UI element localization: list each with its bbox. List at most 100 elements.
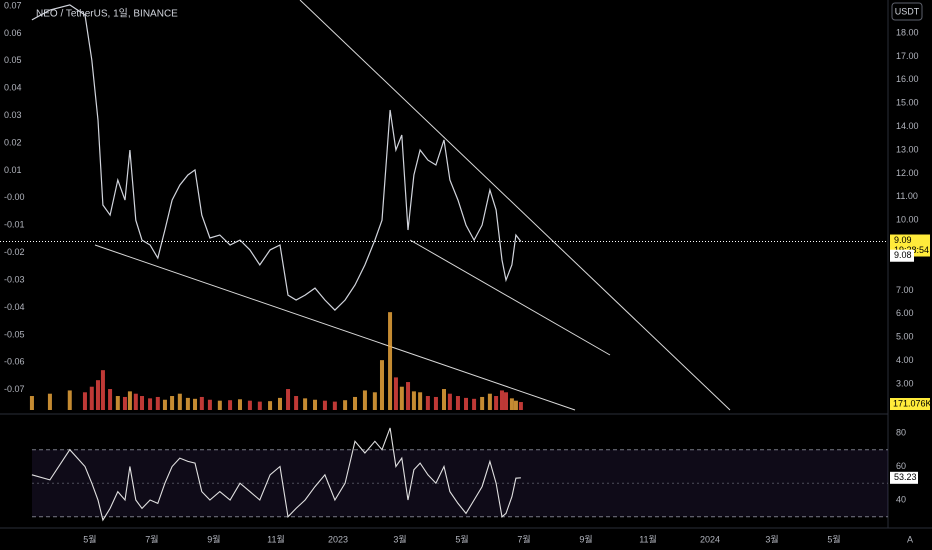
x-tick-label: 5월 [827,533,840,544]
volume-bar [294,396,299,410]
y2-tick-label: -0.02 [4,247,25,257]
y-tick-label: 18.00 [896,27,919,37]
volume-bar [343,400,348,410]
trendline [409,239,611,356]
volume-bar [237,399,242,410]
volume-bar [140,396,145,410]
volume-bar [464,397,469,410]
volume-bar [115,396,120,410]
volume-bar [433,396,438,410]
y2-tick-label: 0.07 [4,0,22,10]
volume-bar [193,398,198,410]
auto-scale[interactable]: A [907,534,913,544]
volume-bar [455,396,460,410]
price-marker-label: 9.08 [894,250,912,260]
volume-bar [313,399,318,410]
volume-bar [303,398,308,410]
y2-tick-label: -0.01 [4,220,25,230]
volume-bar [487,393,492,410]
x-tick-label: 9월 [579,533,592,544]
y2-tick-label: -0.00 [4,192,25,202]
volume-bar [362,390,367,410]
currency[interactable]: USDT [895,6,920,16]
volume-bar [411,391,416,410]
x-tick-label: 7월 [145,533,158,544]
y-tick-label: 13.00 [896,144,919,154]
volume-bar [286,389,291,410]
y-tick-label: 12.00 [896,168,919,178]
y2-tick-label: -0.06 [4,357,25,367]
volume-bar [108,389,113,410]
volume-bar [95,380,100,410]
chart-title: NEO / TetherUS, 1일, BINANCE [36,8,178,20]
price-line [31,4,522,311]
rsi-line [31,427,521,522]
y-tick-label: 10.00 [896,215,919,225]
volume-bar [406,382,411,410]
x-tick-label: 7월 [517,533,530,544]
volume-bar [518,402,523,410]
y2-tick-label: -0.05 [4,329,25,339]
y2-tick-label: 0.01 [4,165,22,175]
trendline [94,244,576,411]
x-tick-label: 3월 [393,533,406,544]
volume-bar [447,393,452,410]
volume-label-box [890,398,930,410]
volume-bar [277,397,282,410]
y-tick-label: 6.00 [896,308,914,318]
rsi-last-label: 53.23 [894,472,917,482]
volume-bar [162,399,167,410]
volume-bar [379,360,384,410]
volume-bar [89,386,94,410]
volume-bar [442,389,446,410]
y2-tick-label: 0.05 [4,55,22,65]
volume-bar [199,396,204,410]
x-tick-label: 2024 [700,534,720,544]
y2-tick-label: 0.04 [4,83,22,93]
volume-bar [185,397,190,410]
rsi-tick-label: 40 [896,494,906,504]
volume-bar [217,400,222,410]
volume-bar [353,396,358,410]
volume-bar [257,401,262,410]
volume-bar [509,398,514,410]
y2-tick-label: 0.02 [4,137,22,147]
volume-bar [480,396,485,410]
volume-bar [29,396,34,410]
y-tick-label: 15.00 [896,98,919,108]
y-tick-label: 4.00 [896,355,914,365]
y2-tick-label: 0.03 [4,110,22,120]
y-tick-label: 16.00 [896,74,919,84]
volume-bar [127,391,132,410]
volume-bar [393,377,398,410]
rsi-tick-label: 60 [896,461,906,471]
volume-bar [418,392,423,410]
volume-bar [504,392,509,410]
volume-bar [67,390,72,410]
volume-bar [425,396,430,410]
volume-bar [122,396,127,410]
y-tick-label: 7.00 [896,285,914,295]
y2-tick-label: -0.07 [4,384,25,394]
volume-bar [268,401,273,410]
y-tick-label: 3.00 [896,378,914,388]
y-tick-label: 14.00 [896,121,919,131]
volume-bar [133,393,138,410]
volume-bar [372,392,377,410]
y2-tick-label: 0.06 [4,28,22,38]
volume-bar [332,401,337,410]
volume-bar [47,393,52,410]
volume-bar [322,400,327,410]
x-tick-label: 5월 [455,533,468,544]
volume-bar [177,393,182,410]
x-tick-label: 9월 [207,533,220,544]
volume-bar [513,400,518,410]
volume-label: 171.076K [893,398,932,408]
volume-bar [388,312,393,410]
y2-tick-label: -0.04 [4,302,25,312]
currency-box[interactable] [891,2,923,21]
y-tick-label: 11.00 [896,191,918,201]
